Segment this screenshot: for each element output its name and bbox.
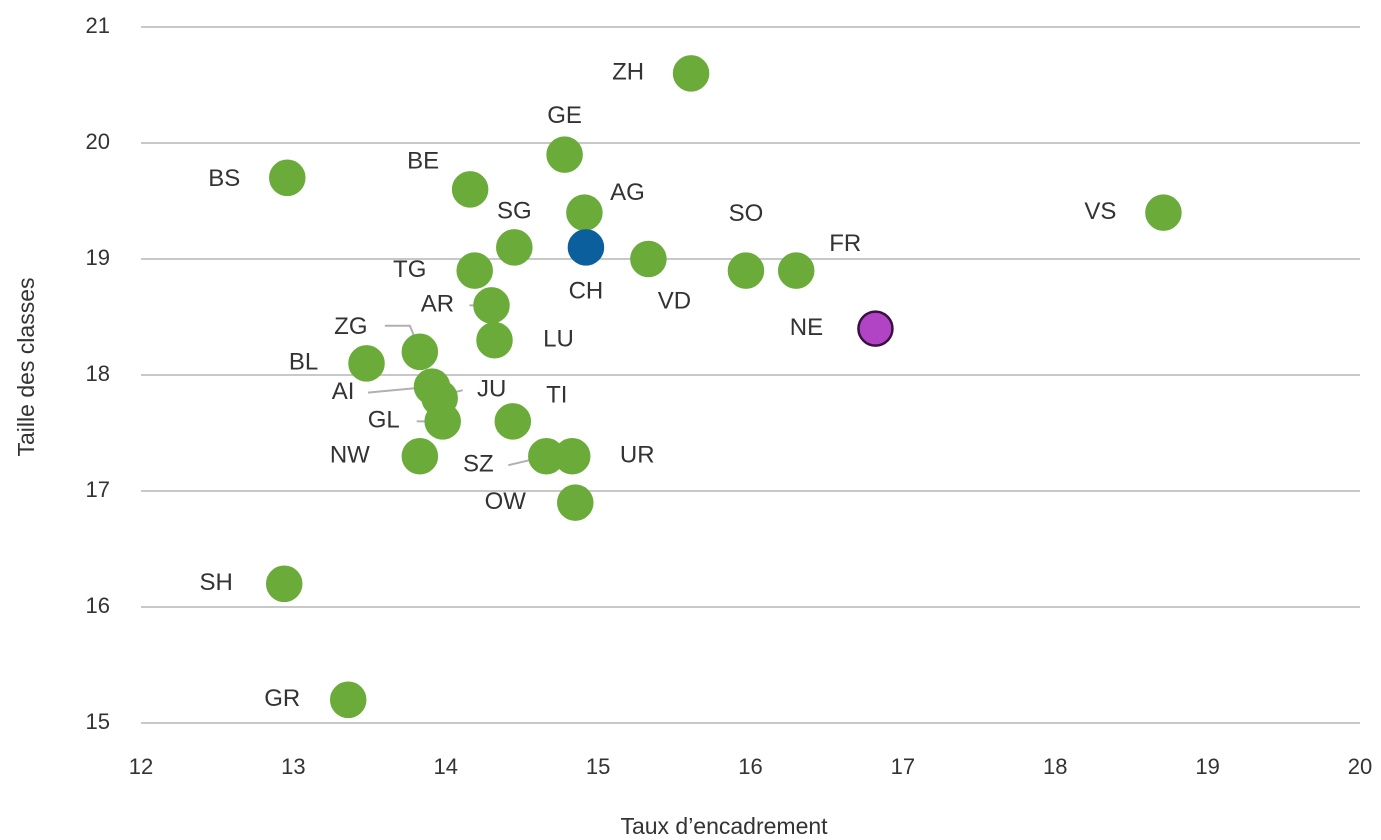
point [777,252,815,289]
x-tick-label: 15 [586,754,610,779]
point [857,310,894,347]
point-label: LU [543,326,574,353]
point [546,136,583,173]
point-label: JU [477,376,506,403]
x-tick-label: 12 [129,754,153,779]
x-tick-label: 13 [281,754,305,779]
point-label: OW [485,488,527,515]
y-tick-label: 20 [86,129,110,154]
point-label: NE [790,314,823,341]
x-tick-label: 16 [738,754,762,779]
point [424,403,461,440]
point-label: BS [208,165,240,192]
y-tick-label: 21 [86,13,110,38]
point-label: ZH [612,59,644,86]
point-label: NW [330,442,370,469]
point [553,437,591,475]
point [473,287,510,324]
point [557,484,594,521]
x-tick-label: 18 [1043,754,1067,779]
point-label: AI [332,378,355,405]
x-tick-label: 14 [434,754,458,779]
y-tick-label: 16 [86,593,110,618]
y-tick-label: 18 [86,361,110,386]
point-label: TG [393,256,426,283]
y-tick-label: 19 [86,245,110,270]
point [494,403,532,440]
point [567,229,605,266]
point [348,345,385,382]
x-tick-label: 17 [891,754,915,779]
point-label: GE [547,102,582,129]
point-label: SH [200,569,233,596]
point-label: VD [658,287,691,314]
point-label: SZ [463,451,494,478]
point [265,565,303,603]
point-label: CH [569,278,604,305]
point-label: BL [289,349,318,376]
point [727,252,765,289]
point-label: TI [546,382,567,409]
y-tick-label: 17 [86,477,110,502]
point-label: GL [368,407,400,434]
point [456,252,493,289]
point [401,333,439,371]
point-label: AR [421,291,454,318]
point [566,194,603,231]
point-label: SG [497,198,532,225]
point [476,321,513,359]
point-label: VS [1084,198,1116,225]
y-tick-label: 15 [86,709,110,734]
point [451,171,489,208]
point [329,681,367,719]
y-axis-title: Taille des classes [13,278,39,457]
x-tick-label: 19 [1195,754,1219,779]
point-label: GR [264,685,300,712]
point [630,240,667,278]
point-label: UR [620,442,655,469]
point-label: BE [407,148,439,175]
point [672,55,710,92]
point [496,229,533,266]
x-tick-label: 20 [1348,754,1372,779]
point-label: SO [729,200,764,227]
point [401,437,439,475]
point-label: FR [829,230,861,257]
point [1145,194,1182,231]
point [269,159,306,197]
point-label: AG [610,179,645,206]
point-label: ZG [334,313,367,340]
x-axis-title: Taux d’encadrement [620,813,828,839]
